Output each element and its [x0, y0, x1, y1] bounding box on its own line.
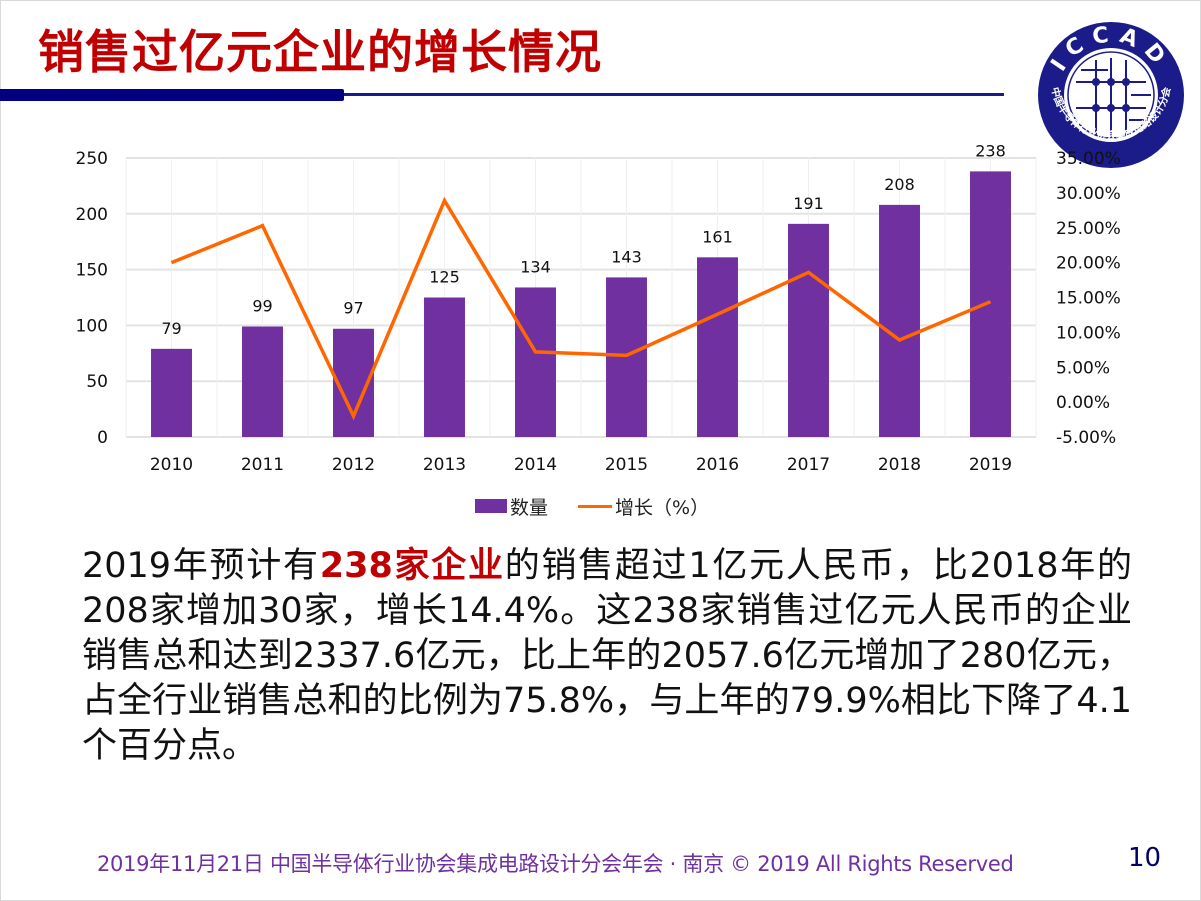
iccad-logo-icon: ICCAD 中国半导体行业协会集成电路设计分会: [1038, 22, 1184, 168]
right-tick-label: 20.00%: [1056, 254, 1121, 274]
x-axis-ticks: 2010 2011 2012 2013 2014 2015 2016 2017 2018 2019: [150, 455, 1012, 475]
x-tick-label: 2011: [241, 455, 284, 475]
x-tick-label: 2012: [332, 455, 375, 475]
right-tick-label: -5.00%: [1056, 428, 1116, 448]
x-tick-label: 2014: [514, 455, 557, 475]
bar-label-2016: 161: [702, 227, 733, 246]
bar-2015: [606, 277, 647, 437]
bar-2017: [788, 223, 829, 437]
bar-label-2015: 143: [611, 247, 642, 266]
bar-2013: [424, 297, 465, 437]
right-tick-label: 0.00%: [1056, 393, 1110, 413]
page-number: 10: [1128, 843, 1162, 873]
right-tick-label: 15.00%: [1056, 289, 1121, 309]
left-tick-label: 150: [76, 261, 108, 281]
line-series: [170, 196, 992, 421]
growth-line: [170, 196, 992, 421]
x-tick-label: 2010: [150, 455, 193, 475]
x-tick-label: 2016: [696, 455, 739, 475]
bar-label-2012: 97: [343, 299, 363, 318]
right-tick-label: 5.00%: [1056, 358, 1110, 378]
bar-label-2018: 208: [884, 175, 915, 194]
x-tick-label: 2013: [423, 455, 466, 475]
legend-line-label: 增长（%）: [615, 496, 710, 519]
bar-2018: [879, 204, 920, 437]
body-highlight: 238家企业: [319, 546, 505, 586]
right-tick-label: 25.00%: [1056, 219, 1121, 239]
right-axis-ticks: -5.00% 0.00% 5.00% 10.00% 15.00% 20.00% 25.00%…: [1056, 149, 1121, 448]
bar-label-2019: 238: [975, 141, 1006, 160]
left-tick-label: 100: [76, 316, 108, 336]
bar-label-2010: 79: [161, 319, 181, 338]
footer-text: 2019年11月21日 中国半导体行业协会集成电路设计分会年会 · 南京 © 2…: [97, 852, 1014, 876]
bar-2016: [697, 257, 738, 437]
title-underline-thin: [344, 93, 1004, 96]
chart-legend: 数量 增长（%）: [475, 494, 710, 519]
right-tick-label: 30.00%: [1056, 184, 1121, 204]
x-tick-label: 2018: [878, 455, 921, 475]
body-text-segment: 的销售超过1亿元人民币，比2018年的208家增加30家，增长14.4%。这23…: [82, 546, 1133, 766]
body-paragraph: 2019年预计有238家企业的销售超过1亿元人民币，比2018年的208家增加3…: [82, 544, 1132, 769]
x-tick-label: 2017: [787, 455, 830, 475]
legend-line-swatch: [578, 504, 613, 508]
title-underline-thick: [0, 89, 344, 101]
x-tick-label: 2019: [969, 455, 1012, 475]
bar-label-2017: 191: [793, 194, 824, 213]
slide-title: 销售过亿元企业的增长情况: [38, 25, 602, 79]
bar-label-2013: 125: [429, 268, 460, 287]
left-tick-label: 250: [76, 149, 108, 169]
body-text-segment: 2019年预计有: [82, 546, 320, 586]
right-tick-label: 10.00%: [1056, 323, 1121, 343]
left-tick-label: 50: [86, 372, 108, 392]
bar-data-labels: 79 99 97 125 134 143 161 191 208 238: [161, 141, 1005, 337]
bar-label-2014: 134: [520, 257, 551, 276]
bar-2014: [515, 287, 556, 437]
legend-bar-label: 数量: [510, 496, 549, 519]
x-tick-label: 2015: [605, 455, 648, 475]
bar-label-2011: 99: [252, 297, 272, 316]
combo-chart: 79 99 97 125 134 143 161 191 208 238 0 50 100 150 200…: [76, 141, 1121, 475]
bar-2010: [151, 348, 192, 437]
right-tick-label: 35.00%: [1056, 149, 1121, 169]
bar-2011: [242, 326, 283, 437]
logo-circuit: [1076, 58, 1151, 138]
left-axis-ticks: 0 50 100 150 200 250: [76, 149, 108, 448]
left-tick-label: 0: [97, 428, 108, 448]
bar-series: [151, 171, 1011, 437]
legend-bar-swatch: [475, 499, 507, 513]
left-tick-label: 200: [76, 205, 108, 225]
bar-2019: [970, 171, 1011, 437]
